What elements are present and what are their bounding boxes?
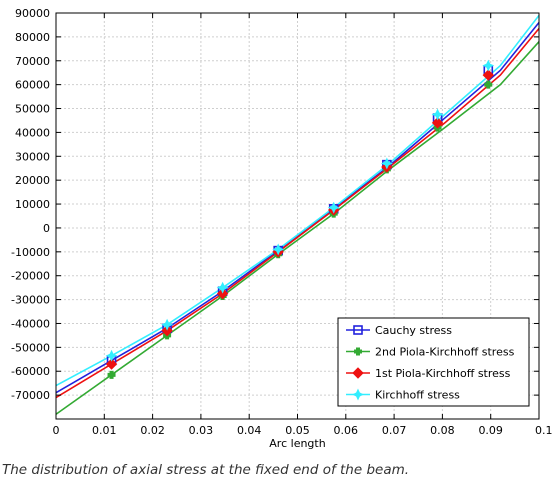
x-tick-label: 0.05 (285, 424, 310, 437)
legend-label: 2nd Piola-Kirchhoff stress (375, 346, 515, 359)
data-point-3 (380, 157, 393, 170)
data-point-3 (482, 59, 495, 72)
data-point-3 (327, 201, 340, 214)
y-tick-label: -10000 (11, 246, 50, 259)
data-point-3 (431, 108, 444, 121)
y-tick-label: 80000 (15, 31, 50, 44)
y-tick-label: 50000 (15, 103, 50, 116)
x-tick-label: 0 (53, 424, 60, 437)
x-tick-label: 0.02 (140, 424, 165, 437)
y-tick-label: 0 (43, 222, 50, 235)
series-markers (105, 59, 495, 379)
data-point-2 (161, 324, 173, 337)
legend-label: Cauchy stress (375, 324, 452, 337)
series-line-2 (55, 28, 540, 399)
data-point-2 (216, 287, 229, 300)
y-tick-label: 90000 (15, 7, 50, 20)
figure-caption: The distribution of axial stress at the … (2, 462, 410, 478)
y-tick-label: 40000 (15, 126, 50, 139)
y-tick-label: -70000 (11, 389, 50, 402)
legend-marker (353, 325, 363, 335)
legend-box (337, 317, 530, 407)
data-point-2 (482, 69, 494, 81)
y-tick-label: 10000 (15, 198, 50, 211)
series-lines (55, 14, 540, 415)
x-tick-label: 0.07 (382, 424, 407, 437)
y-tick-label: 70000 (15, 55, 50, 68)
y-tick-label: -30000 (11, 294, 50, 307)
y-tick-label: 60000 (15, 79, 50, 92)
x-tick-label: 0.06 (334, 424, 359, 437)
x-tick-label: 0.08 (430, 424, 455, 437)
legend-label: Kirchhoff stress (375, 389, 460, 402)
stress-chart: 0 0.01 0.02 0.03 0.04 0.05 0.06 0.07 0.08 0.09 0.1… (11, 7, 553, 450)
legend-marker (352, 388, 364, 401)
x-axis-ticks: 0 0.01 0.02 0.03 0.04 0.05 0.06 0.07 0.08 0.09 0.1 (53, 13, 553, 437)
data-point-3 (161, 318, 174, 331)
y-axis-ticks: -70000 -60000 -50000 -40000 -30000 -20000 -100… (11, 7, 539, 402)
series-line-1 (55, 41, 540, 415)
x-tick-label: 0.03 (189, 424, 214, 437)
data-point-1 (484, 80, 493, 89)
data-point-1 (107, 370, 116, 379)
data-point-3 (105, 349, 118, 362)
series-line-3 (55, 14, 540, 387)
x-tick-label: 0.1 (535, 424, 553, 437)
y-tick-label: 30000 (15, 150, 50, 163)
y-tick-label: -20000 (11, 270, 50, 283)
series-line-0 (55, 22, 540, 394)
x-tick-label: 0.04 (237, 424, 262, 437)
legend-label: 1st Piola-Kirchhoff stress (375, 367, 511, 380)
data-point-3 (216, 281, 229, 294)
x-tick-label: 0.01 (92, 424, 117, 437)
data-point-2 (431, 117, 444, 129)
x-axis-title: Arc length (269, 437, 325, 450)
legend-marker (352, 367, 364, 379)
y-tick-label: -60000 (11, 365, 50, 378)
data-point-2 (105, 358, 118, 370)
x-tick-label: 0.09 (478, 424, 503, 437)
legend-marker (354, 347, 362, 356)
legend: Cauchy stress 2nd Piola-Kirchhoff stress 1… (337, 317, 530, 407)
y-tick-label: -50000 (11, 341, 50, 354)
data-point-3 (272, 243, 285, 256)
y-tick-label: -40000 (11, 317, 50, 330)
y-tick-label: 20000 (15, 174, 50, 187)
